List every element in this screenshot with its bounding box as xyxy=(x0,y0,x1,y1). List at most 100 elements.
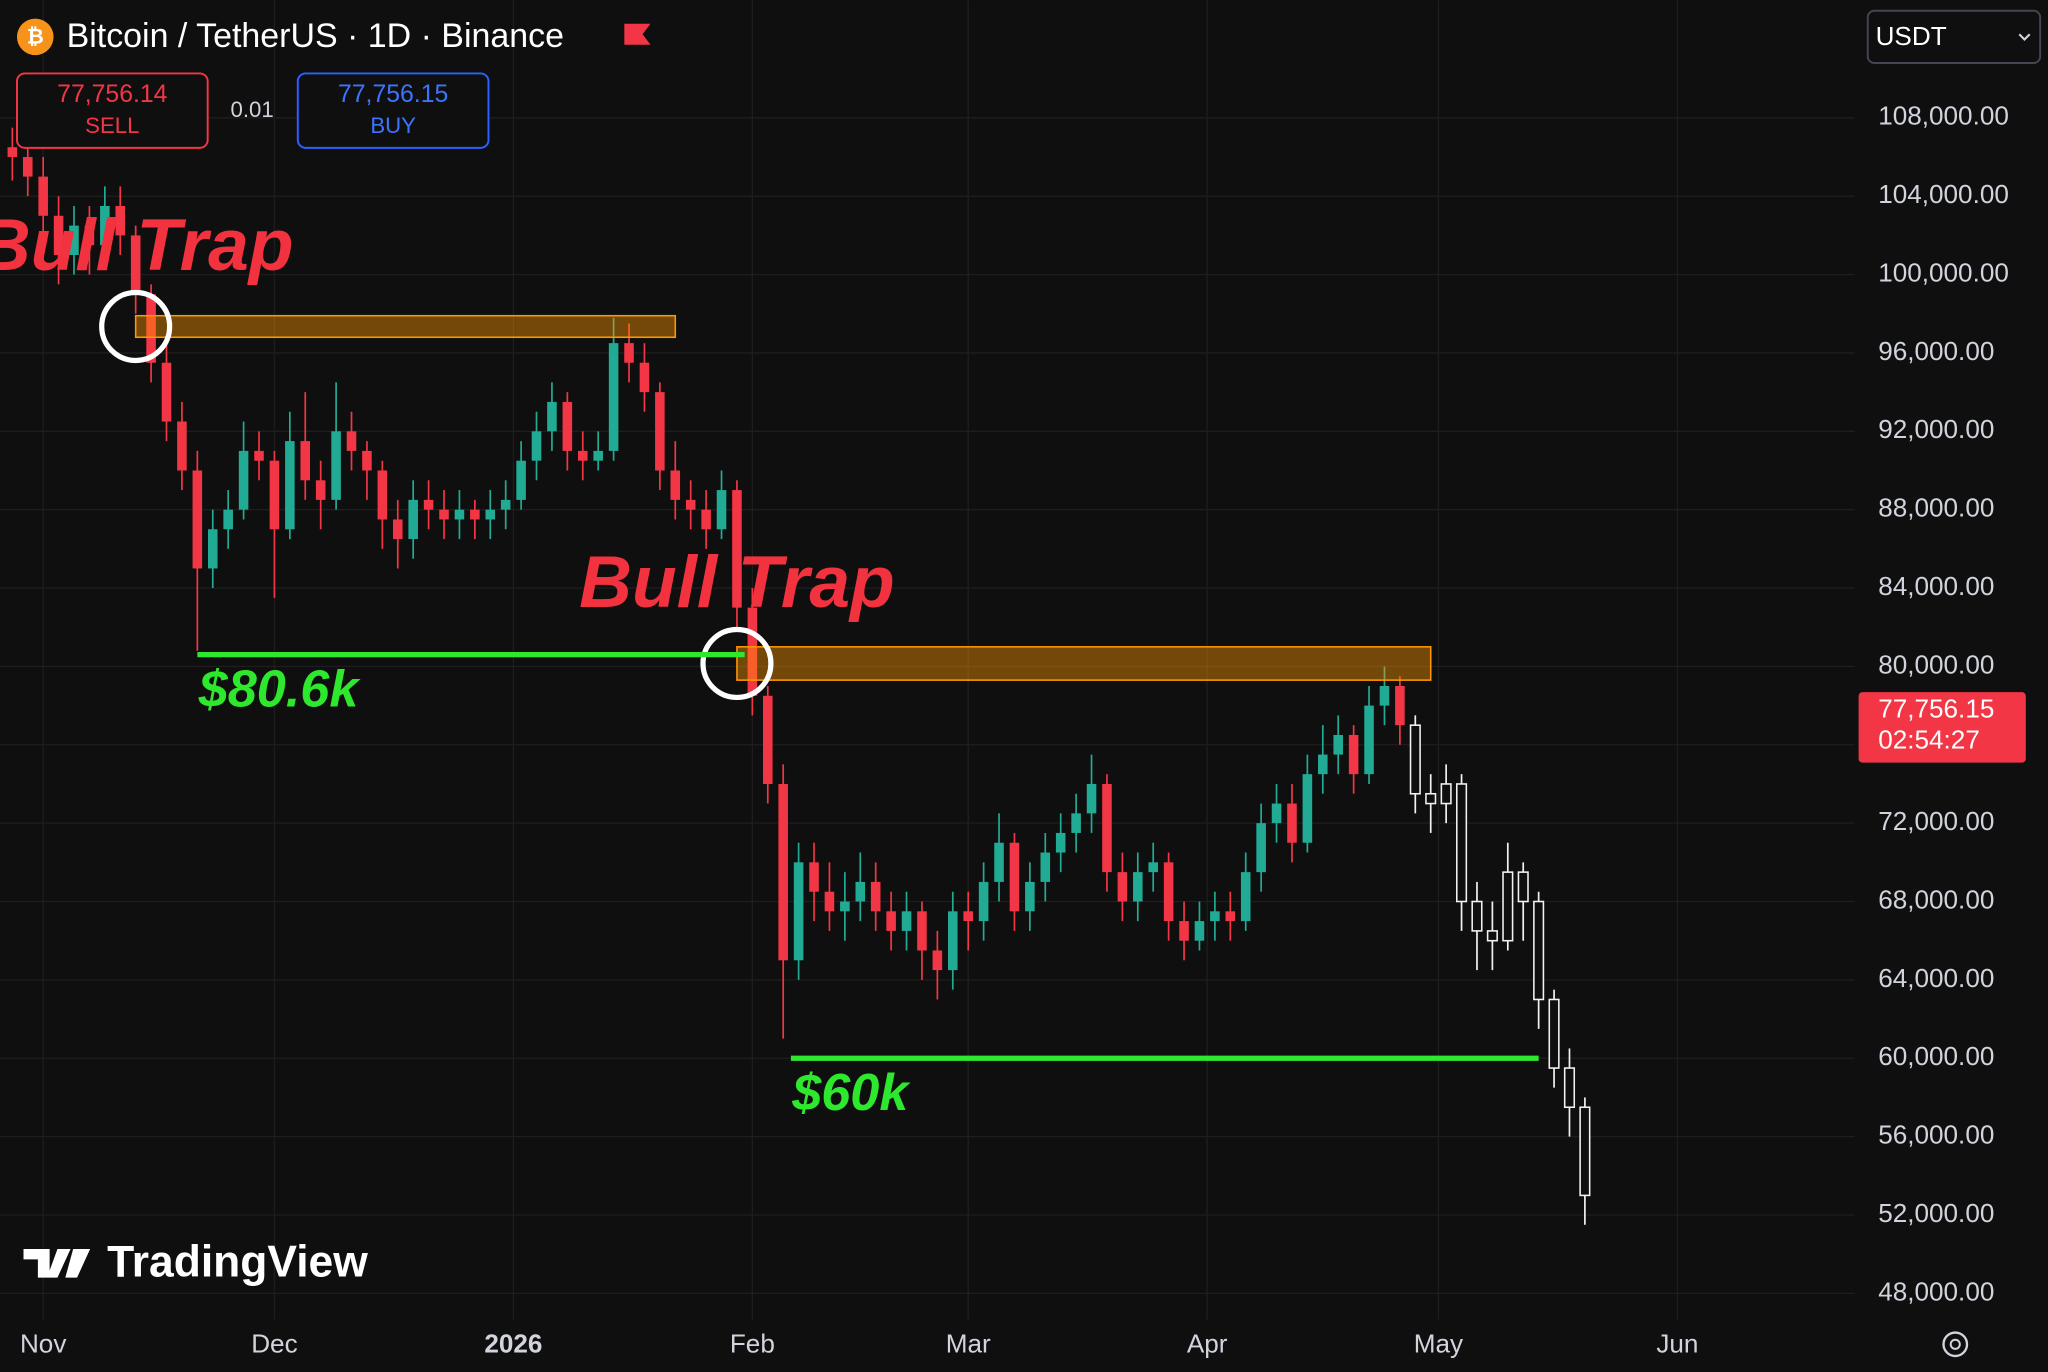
candle-body xyxy=(161,362,172,422)
candle-body xyxy=(331,431,341,500)
candle-body xyxy=(100,206,110,246)
x-tick-label: Nov xyxy=(20,1328,66,1358)
candle-body xyxy=(223,509,233,530)
support-label: $80.6k xyxy=(198,660,362,718)
buy-label: BUY xyxy=(370,113,416,138)
candle-body xyxy=(747,607,758,696)
candle-body xyxy=(994,842,1004,882)
y-tick-label: 96,000.00 xyxy=(1878,336,1994,366)
candle-body xyxy=(1379,686,1390,706)
candle-body xyxy=(1117,872,1128,902)
candle-body xyxy=(1425,792,1437,805)
candle-body xyxy=(1364,705,1374,775)
candle-body xyxy=(978,881,989,922)
candle-body xyxy=(531,431,542,461)
candle-body xyxy=(1256,823,1266,873)
candle-body xyxy=(1548,998,1560,1069)
candle-body xyxy=(1333,734,1343,755)
flag-icon[interactable] xyxy=(624,23,651,45)
candle-body xyxy=(1486,930,1498,942)
candle-body xyxy=(1086,783,1097,814)
candle-body xyxy=(1133,872,1143,902)
candle-body xyxy=(901,911,912,931)
candle-body xyxy=(1502,871,1514,942)
candle-body xyxy=(1533,900,1545,1001)
candle-body xyxy=(485,509,496,520)
candle-body xyxy=(685,499,696,510)
y-tick-label: 88,000.00 xyxy=(1878,493,1994,523)
dropdown-chevron xyxy=(2018,33,2031,41)
y-tick-label: 92,000.00 xyxy=(1878,414,1994,444)
candle-body xyxy=(963,911,973,922)
candle-body xyxy=(1271,803,1282,824)
candle-body xyxy=(207,529,218,569)
candle-body xyxy=(1009,842,1020,912)
x-tick-label: May xyxy=(1414,1328,1463,1358)
candle-body xyxy=(392,519,403,540)
currency-dropdown[interactable] xyxy=(1866,9,2042,64)
candle-body xyxy=(870,881,881,912)
candle-body xyxy=(408,499,418,540)
spread: 0.01 xyxy=(230,97,273,122)
candle-body xyxy=(1302,774,1313,843)
candle-body xyxy=(1179,921,1189,941)
candle-body xyxy=(377,470,388,520)
sell-label: SELL xyxy=(85,113,139,138)
candle-body xyxy=(53,215,64,255)
candle-body xyxy=(1102,783,1112,873)
last-price-tag xyxy=(1858,692,2026,763)
candle-body xyxy=(716,490,727,530)
candle-body xyxy=(439,509,449,520)
candle-body xyxy=(238,450,249,510)
candle-body xyxy=(1055,832,1066,853)
candle-body xyxy=(1455,783,1468,903)
sell-button[interactable] xyxy=(16,72,209,149)
countdown: 02:54:27 xyxy=(1878,725,1980,755)
trap-circle xyxy=(700,626,774,701)
candle-body xyxy=(701,509,711,530)
candle-body xyxy=(1579,1106,1591,1197)
candle-body xyxy=(146,294,156,363)
y-tick-label: 72,000.00 xyxy=(1878,806,1994,836)
trap-circle xyxy=(99,289,173,364)
candle-body xyxy=(855,881,866,902)
candle-body xyxy=(84,225,95,246)
candle-body xyxy=(315,480,326,500)
chart-title: Bitcoin / TetherUS · 1D · Binance xyxy=(67,17,564,55)
settings-icon-center xyxy=(1949,1338,1961,1350)
x-tick-label: Feb xyxy=(730,1328,775,1358)
candle-body xyxy=(69,225,79,255)
y-tick-label: 80,000.00 xyxy=(1878,649,1994,679)
currency: USDT xyxy=(1876,21,1947,51)
settings-icon[interactable] xyxy=(1942,1331,1969,1358)
candle-body xyxy=(840,901,850,912)
candle-body xyxy=(1287,803,1297,843)
candle-body xyxy=(130,235,141,295)
candle-body xyxy=(732,490,742,608)
candle-body xyxy=(516,460,526,500)
candle-body xyxy=(177,421,187,471)
y-tick-label: 52,000.00 xyxy=(1878,1198,1994,1228)
candle-body xyxy=(7,147,18,158)
candle-body xyxy=(454,509,465,520)
y-tick-label: 64,000.00 xyxy=(1878,963,1994,993)
candle-body xyxy=(192,470,203,569)
buy-button[interactable] xyxy=(296,72,490,149)
candle-body xyxy=(1440,783,1452,805)
y-tick-label: 100,000.00 xyxy=(1878,257,2009,287)
y-tick-label: 84,000.00 xyxy=(1878,571,1994,601)
x-tick-label: 2026 xyxy=(484,1328,542,1358)
y-tick-label: 56,000.00 xyxy=(1878,1120,1994,1150)
candle-body xyxy=(562,401,573,451)
candle-body xyxy=(824,891,835,912)
candle-body xyxy=(655,392,665,471)
resistance-zone xyxy=(134,314,677,339)
candle-body xyxy=(639,362,650,393)
candle-body xyxy=(1071,813,1081,833)
candle-body xyxy=(762,695,773,784)
candle-body xyxy=(1348,734,1359,775)
candle-body xyxy=(1163,862,1174,922)
